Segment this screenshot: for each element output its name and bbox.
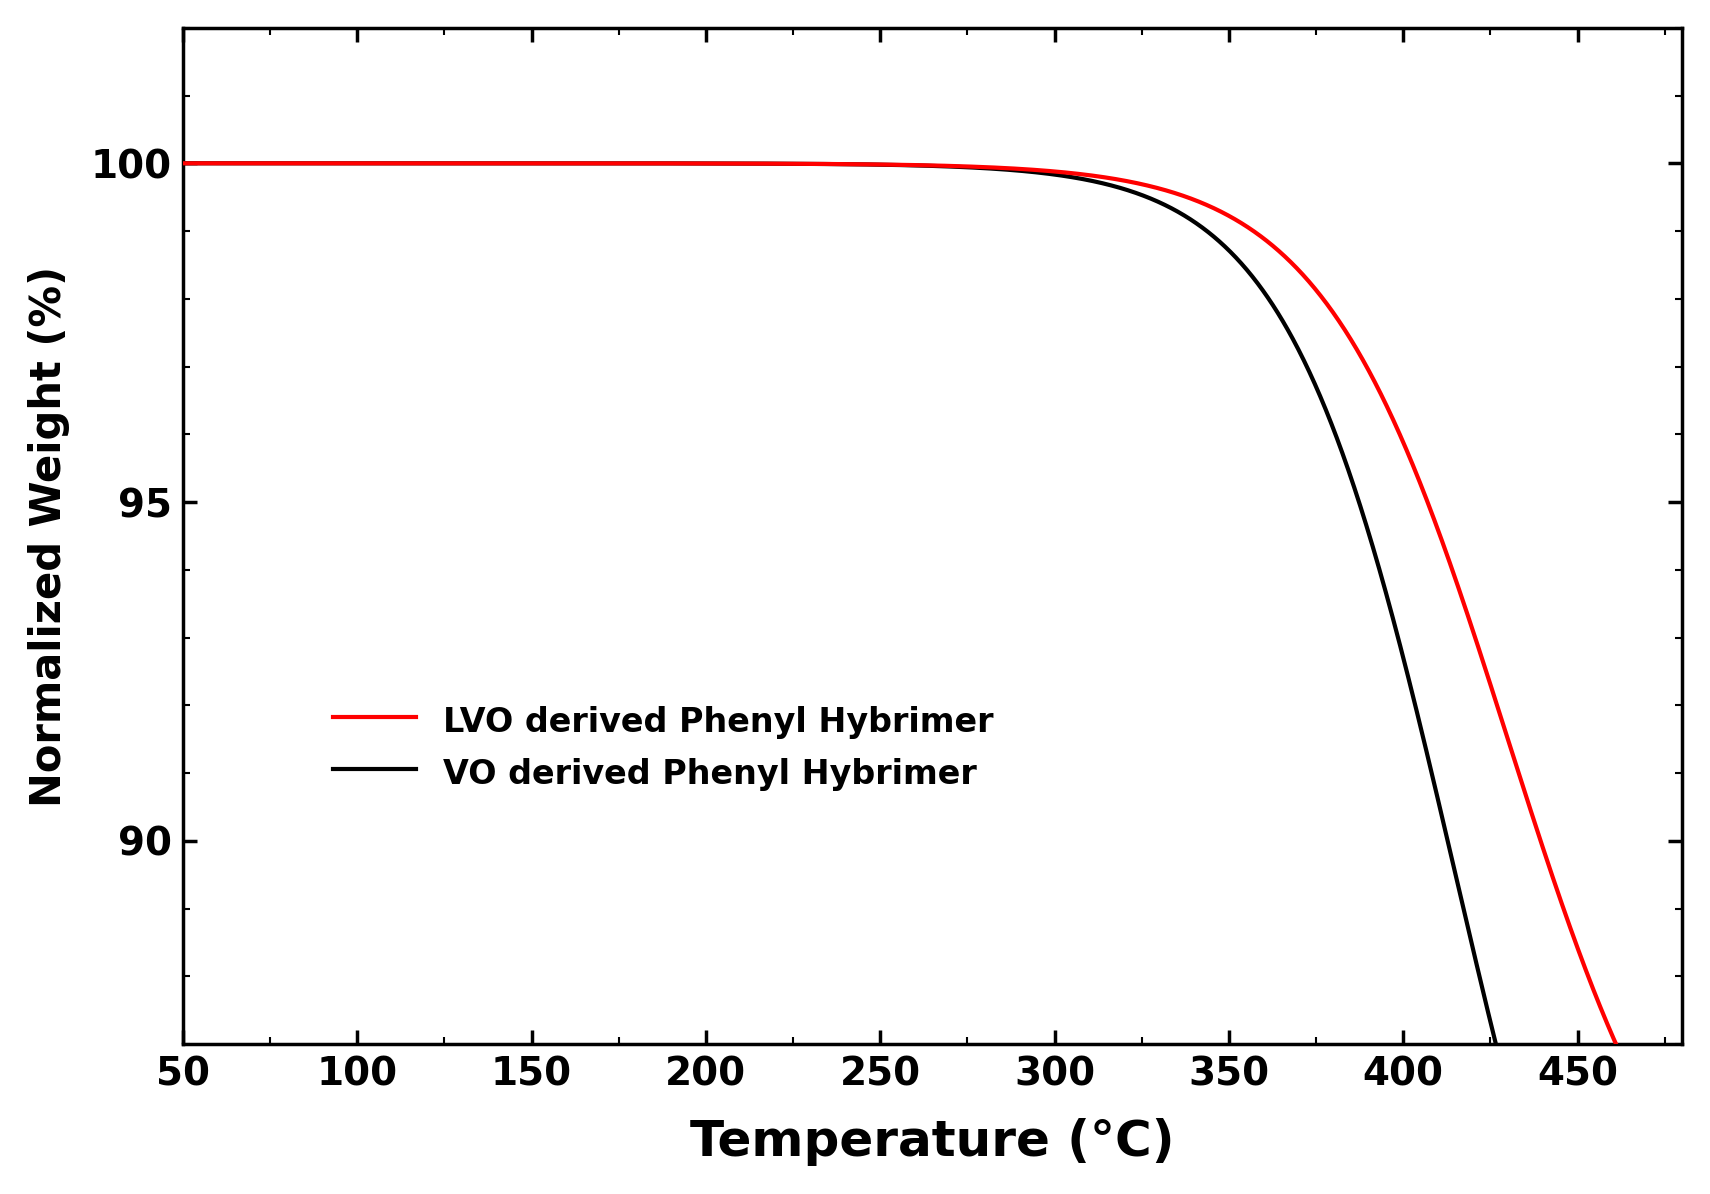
VO derived Phenyl Hybrimer: [173, 156, 193, 171]
LVO derived Phenyl Hybrimer: [344, 156, 364, 171]
VO derived Phenyl Hybrimer: [747, 156, 768, 171]
VO derived Phenyl Hybrimer: [433, 156, 453, 171]
VO derived Phenyl Hybrimer: [1481, 1018, 1501, 1033]
LVO derived Phenyl Hybrimer: [1672, 1158, 1693, 1173]
Line: VO derived Phenyl Hybrimer: VO derived Phenyl Hybrimer: [183, 164, 1683, 1194]
Y-axis label: Normalized Weight (%): Normalized Weight (%): [27, 265, 70, 806]
X-axis label: Temperature (°C): Temperature (°C): [691, 1119, 1175, 1167]
VO derived Phenyl Hybrimer: [344, 156, 364, 171]
LVO derived Phenyl Hybrimer: [812, 156, 833, 171]
LVO derived Phenyl Hybrimer: [1481, 679, 1501, 694]
LVO derived Phenyl Hybrimer: [433, 156, 453, 171]
Legend: LVO derived Phenyl Hybrimer, VO derived Phenyl Hybrimer: LVO derived Phenyl Hybrimer, VO derived …: [320, 690, 1007, 804]
LVO derived Phenyl Hybrimer: [173, 156, 193, 171]
LVO derived Phenyl Hybrimer: [747, 156, 768, 171]
VO derived Phenyl Hybrimer: [812, 156, 833, 171]
Line: LVO derived Phenyl Hybrimer: LVO derived Phenyl Hybrimer: [183, 164, 1683, 1165]
LVO derived Phenyl Hybrimer: [1643, 1110, 1664, 1125]
